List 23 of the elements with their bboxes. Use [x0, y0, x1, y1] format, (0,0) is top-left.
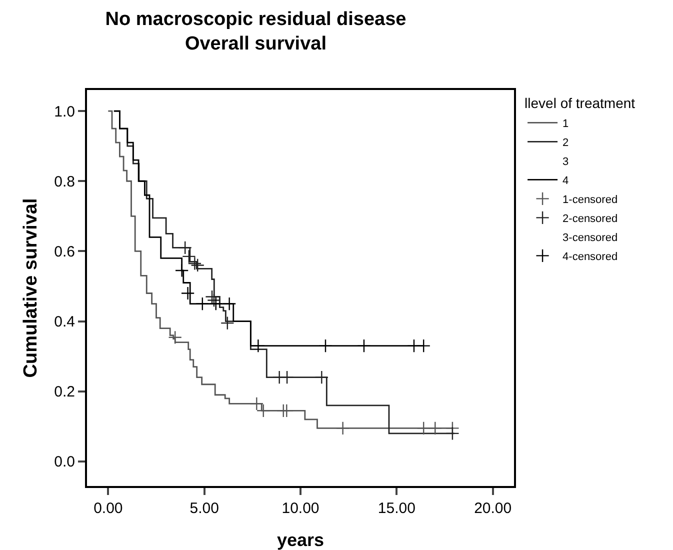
- y-tick-label: 0.2: [54, 384, 75, 401]
- x-tick-label: 5.00: [190, 500, 219, 517]
- legend-label: 4: [562, 174, 569, 187]
- legend-label: 4-censored: [562, 250, 618, 263]
- x-tick-label: 15.00: [378, 500, 416, 517]
- x-tick-label: 0.00: [94, 500, 123, 517]
- y-tick-label: 0.4: [54, 314, 75, 331]
- x-axis-title: years: [276, 530, 324, 550]
- legend-label: 1-censored: [562, 194, 618, 206]
- y-axis-title: Cumulative survival: [20, 198, 42, 378]
- y-tick-label: 0.0: [54, 454, 75, 471]
- x-tick-label: 10.00: [282, 500, 320, 517]
- y-tick-label: 0.6: [54, 243, 75, 260]
- legend-title: llevel of treatment: [524, 95, 636, 112]
- y-tick-label: 1.0: [54, 103, 75, 120]
- legend-label: 1: [562, 118, 569, 130]
- text: 3-censored: [562, 232, 618, 244]
- text: 3: [562, 156, 569, 168]
- x-tick-label: 20.00: [474, 500, 512, 517]
- legend-label: 2: [562, 136, 569, 149]
- chart-title: No macroscopic residual disease Overall survival: [105, 8, 406, 54]
- y-tick-label: 0.8: [54, 173, 75, 190]
- legend-label: 2-censored: [562, 212, 618, 225]
